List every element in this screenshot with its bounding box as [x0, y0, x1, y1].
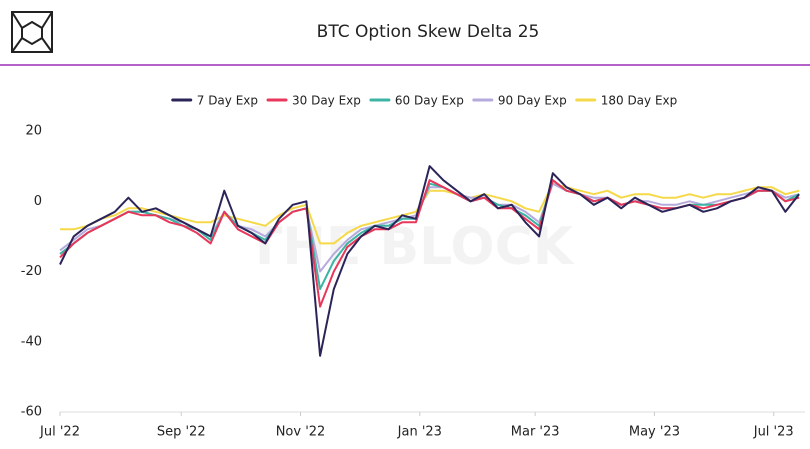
legend-item: 180 Day Exp [575, 94, 678, 108]
y-tick-label: -20 [21, 264, 42, 279]
x-tick-label: Mar '23 [511, 425, 560, 440]
legend-label: 30 Day Exp [292, 94, 361, 108]
legend-item: 30 Day Exp [266, 94, 361, 108]
legend-item: 90 Day Exp [472, 94, 567, 108]
legend-item: 7 Day Exp [171, 94, 258, 108]
legend-label: 90 Day Exp [498, 94, 567, 108]
chart-title: BTC Option Skew Delta 25 [317, 22, 540, 42]
legend-item: 60 Day Exp [369, 94, 464, 108]
x-tick-label: Nov '22 [276, 425, 326, 440]
watermark: THE BLOCK [247, 217, 575, 277]
y-tick-label: 0 [34, 194, 42, 209]
series-line [59, 165, 800, 357]
x-tick-label: Jan '23 [397, 425, 442, 440]
x-tick-label: Sep '22 [157, 425, 206, 440]
y-tick-label: -60 [21, 405, 42, 420]
y-tick-label: -40 [21, 334, 42, 349]
y-tick-label: 20 [25, 124, 42, 139]
legend-label: 60 Day Exp [395, 94, 464, 108]
legend-label: 7 Day Exp [197, 94, 258, 108]
legend-label: 180 Day Exp [601, 94, 678, 108]
x-tick-label: May '23 [629, 425, 680, 440]
series-line [60, 182, 800, 245]
logo [11, 11, 53, 53]
x-tick-label: Jul '23 [753, 425, 794, 440]
legend: 7 Day Exp 30 Day Exp 60 Day Exp 90 Day Exp 1… [171, 94, 678, 108]
x-tick-label: Jul '22 [39, 425, 80, 440]
